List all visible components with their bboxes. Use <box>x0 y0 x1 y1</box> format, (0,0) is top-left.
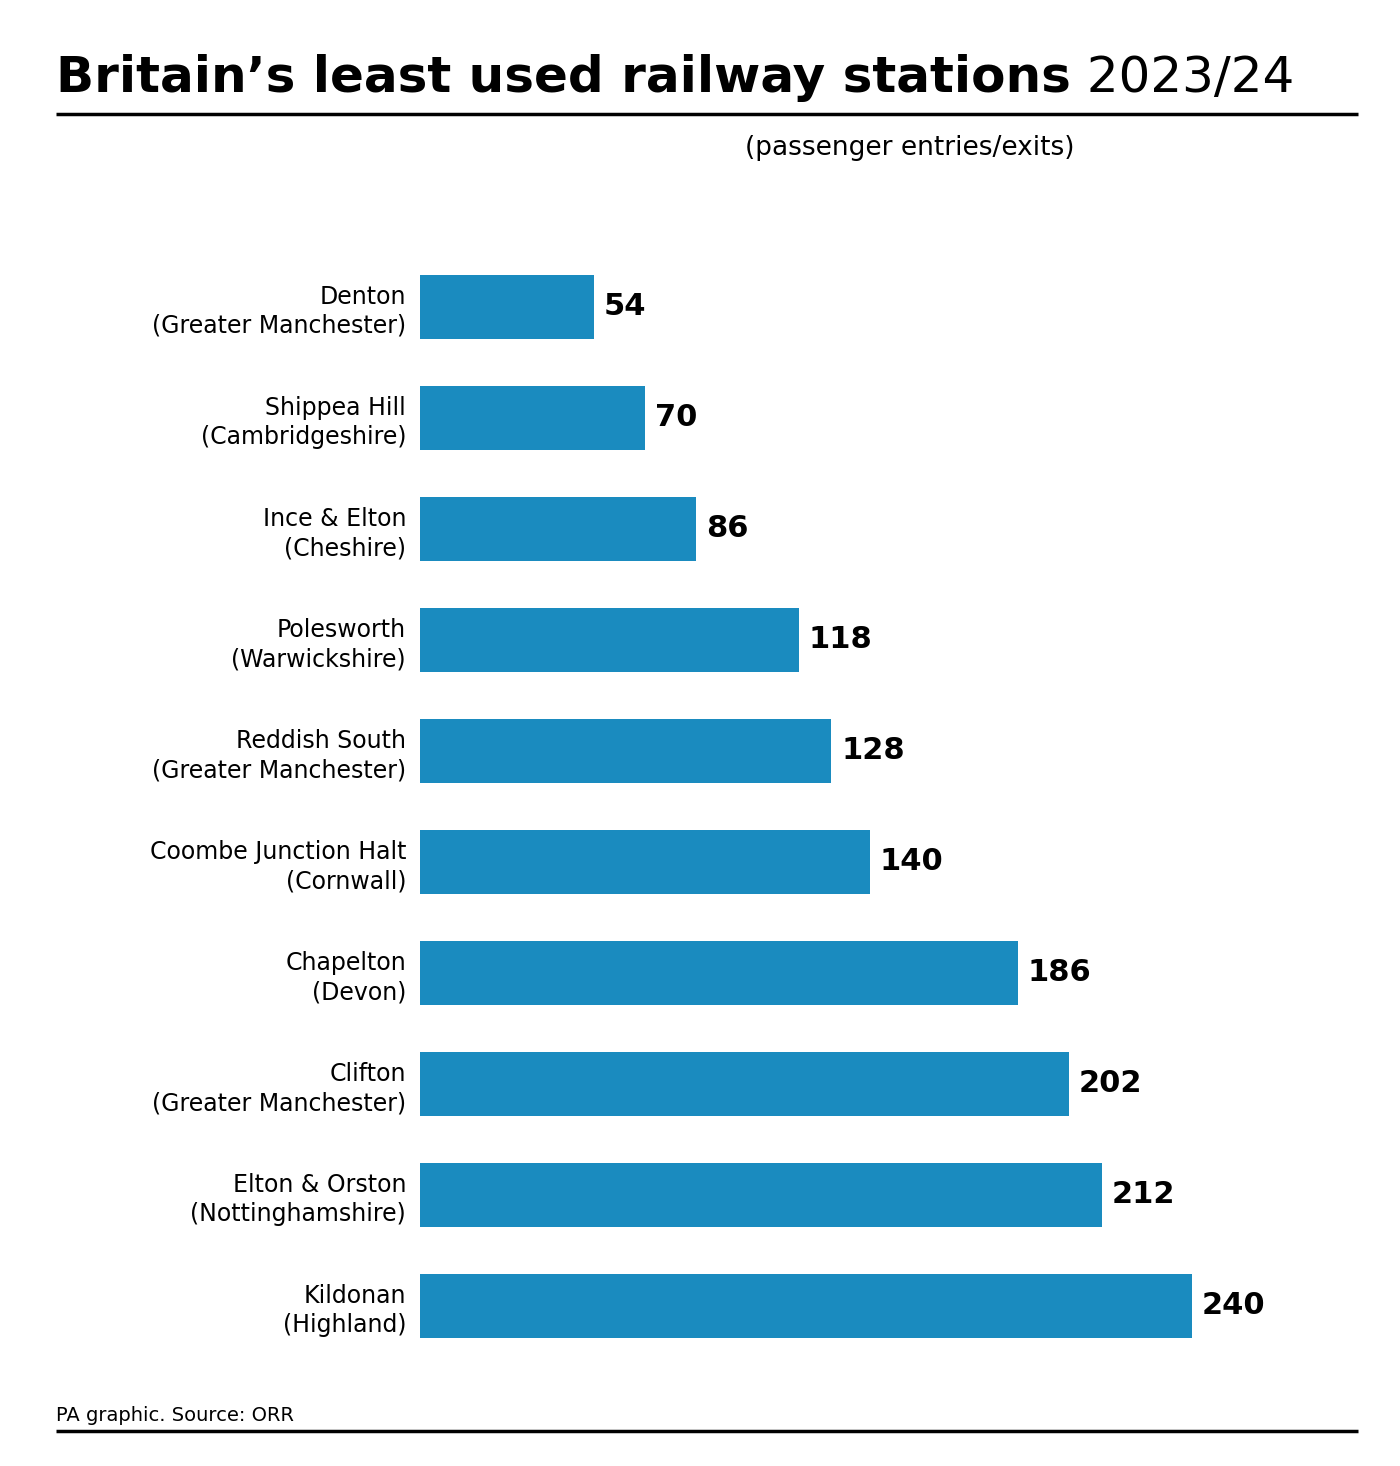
Bar <box>420 1051 1070 1116</box>
Text: 212: 212 <box>1112 1180 1175 1209</box>
Bar <box>420 607 799 671</box>
Bar <box>420 386 645 450</box>
Text: (passenger entries/exits): (passenger entries/exits) <box>745 135 1075 161</box>
Bar <box>420 274 594 339</box>
Text: 128: 128 <box>841 736 904 765</box>
Text: 186: 186 <box>1028 959 1092 987</box>
Text: 240: 240 <box>1201 1292 1264 1321</box>
Text: PA graphic. Source: ORR: PA graphic. Source: ORR <box>56 1406 294 1425</box>
Bar <box>420 497 696 561</box>
Bar <box>420 830 869 894</box>
Text: 202: 202 <box>1079 1069 1142 1098</box>
Bar <box>420 718 832 783</box>
Text: 140: 140 <box>879 847 944 877</box>
Text: 70: 70 <box>655 403 697 432</box>
Text: 54: 54 <box>603 292 645 321</box>
Bar <box>420 1274 1191 1338</box>
Text: 2023/24: 2023/24 <box>1071 54 1294 103</box>
Bar <box>420 941 1018 1006</box>
Text: Britain’s least used railway stations: Britain’s least used railway stations <box>56 54 1071 103</box>
Text: 118: 118 <box>809 626 872 654</box>
Bar <box>420 1163 1102 1227</box>
Text: 86: 86 <box>706 515 749 544</box>
